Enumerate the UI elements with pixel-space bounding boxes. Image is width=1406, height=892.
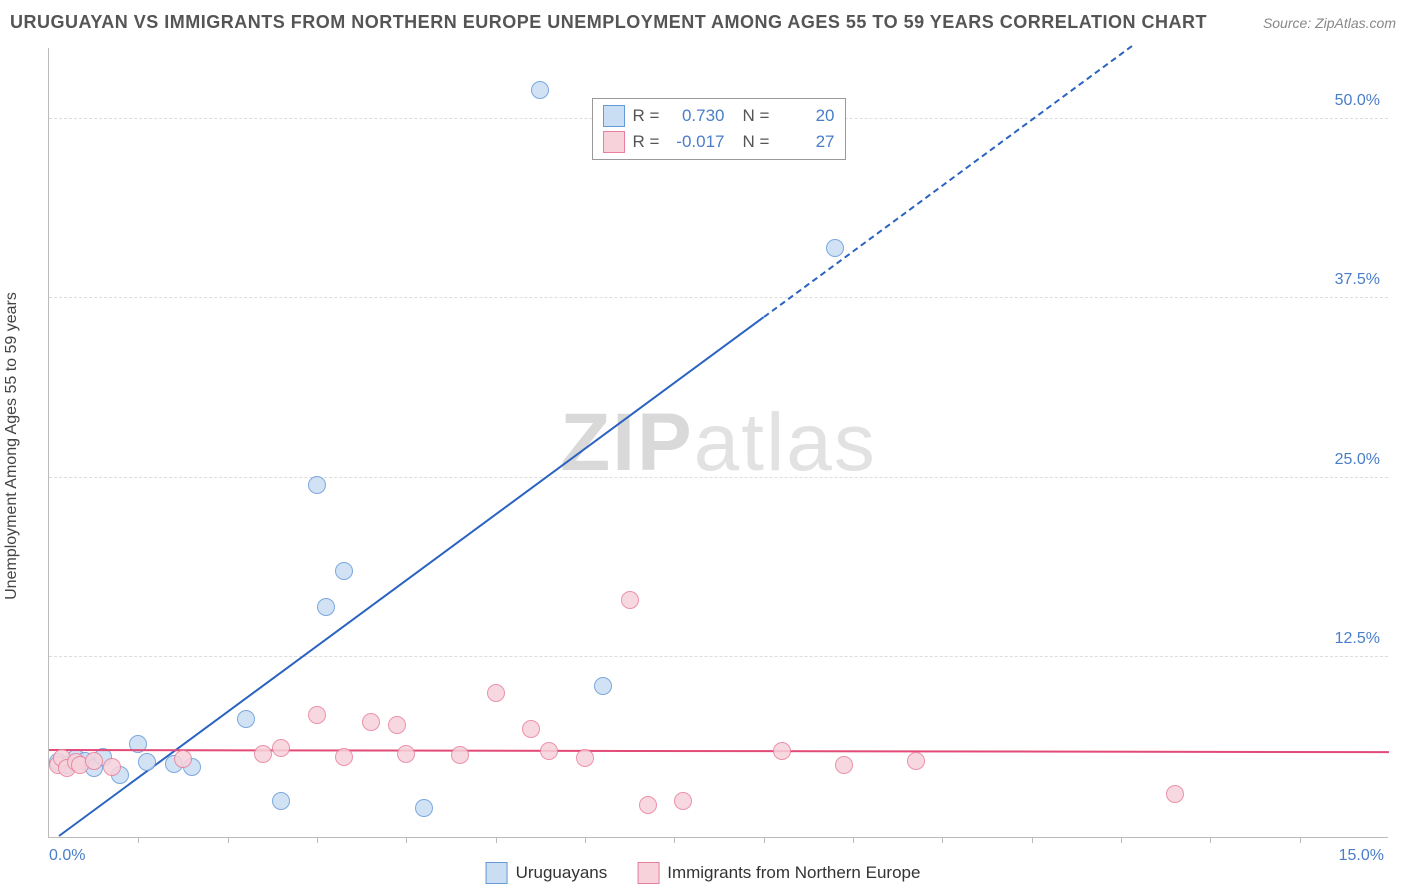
x-tick xyxy=(1121,837,1122,843)
data-point xyxy=(397,745,415,763)
data-point xyxy=(674,792,692,810)
legend-item: Uruguayans xyxy=(486,862,608,884)
data-point xyxy=(576,749,594,767)
x-tick xyxy=(496,837,497,843)
data-point xyxy=(272,792,290,810)
chart-title: URUGUAYAN VS IMMIGRANTS FROM NORTHERN EU… xyxy=(10,12,1207,33)
data-point xyxy=(531,81,549,99)
x-min-label: 0.0% xyxy=(49,847,85,865)
source-label: Source: ZipAtlas.com xyxy=(1263,15,1396,31)
data-point xyxy=(85,752,103,770)
x-tick xyxy=(228,837,229,843)
r-label: R = xyxy=(633,106,661,126)
n-value: 27 xyxy=(779,132,835,152)
y-tick-label: 25.0% xyxy=(1335,451,1380,469)
x-tick xyxy=(853,837,854,843)
data-point xyxy=(254,745,272,763)
data-point xyxy=(540,742,558,760)
data-point xyxy=(773,742,791,760)
legend-label: Immigrants from Northern Europe xyxy=(667,863,920,883)
y-tick-label: 37.5% xyxy=(1335,271,1380,289)
correlation-legend: R = 0.730 N = 20 R = -0.017 N = 27 xyxy=(592,98,846,160)
legend-swatch xyxy=(603,131,625,153)
r-value: 0.730 xyxy=(669,106,725,126)
data-point xyxy=(317,598,335,616)
x-tick xyxy=(406,837,407,843)
r-value: -0.017 xyxy=(669,132,725,152)
n-label: N = xyxy=(743,106,771,126)
x-tick xyxy=(1210,837,1211,843)
data-point xyxy=(826,239,844,257)
watermark: ZIPatlas xyxy=(560,396,877,490)
data-point xyxy=(335,562,353,580)
x-tick xyxy=(317,837,318,843)
data-point xyxy=(362,713,380,731)
data-point xyxy=(237,710,255,728)
title-bar: URUGUAYAN VS IMMIGRANTS FROM NORTHERN EU… xyxy=(10,12,1396,33)
gridline xyxy=(49,297,1388,298)
data-point xyxy=(451,746,469,764)
x-tick xyxy=(674,837,675,843)
data-point xyxy=(174,750,192,768)
data-point xyxy=(415,799,433,817)
data-point xyxy=(138,753,156,771)
r-label: R = xyxy=(633,132,661,152)
y-tick-label: 50.0% xyxy=(1335,92,1380,110)
x-tick xyxy=(764,837,765,843)
data-point xyxy=(1166,785,1184,803)
gridline xyxy=(49,477,1388,478)
legend-row: R = 0.730 N = 20 xyxy=(603,103,835,129)
x-max-label: 15.0% xyxy=(1339,847,1384,865)
x-tick xyxy=(585,837,586,843)
data-point xyxy=(272,739,290,757)
plot-area: ZIPatlas R = 0.730 N = 20 R = -0.017 N = 27 12.… xyxy=(48,48,1388,838)
legend-swatch xyxy=(486,862,508,884)
trend-line xyxy=(49,749,1389,753)
data-point xyxy=(522,720,540,738)
x-tick xyxy=(942,837,943,843)
data-point xyxy=(308,476,326,494)
y-tick-label: 12.5% xyxy=(1335,630,1380,648)
data-point xyxy=(335,748,353,766)
legend-swatch xyxy=(637,862,659,884)
data-point xyxy=(388,716,406,734)
legend-label: Uruguayans xyxy=(516,863,608,883)
trend-line xyxy=(763,45,1132,318)
legend-swatch xyxy=(603,105,625,127)
data-point xyxy=(594,677,612,695)
x-tick xyxy=(138,837,139,843)
gridline xyxy=(49,656,1388,657)
n-value: 20 xyxy=(779,106,835,126)
n-label: N = xyxy=(743,132,771,152)
data-point xyxy=(621,591,639,609)
legend-row: R = -0.017 N = 27 xyxy=(603,129,835,155)
data-point xyxy=(103,758,121,776)
data-point xyxy=(835,756,853,774)
y-axis-label: Unemployment Among Ages 55 to 59 years xyxy=(3,292,21,600)
data-point xyxy=(308,706,326,724)
data-point xyxy=(487,684,505,702)
x-tick xyxy=(1300,837,1301,843)
x-tick xyxy=(1032,837,1033,843)
legend-item: Immigrants from Northern Europe xyxy=(637,862,920,884)
data-point xyxy=(907,752,925,770)
series-legend: Uruguayans Immigrants from Northern Europ… xyxy=(486,862,921,884)
data-point xyxy=(639,796,657,814)
